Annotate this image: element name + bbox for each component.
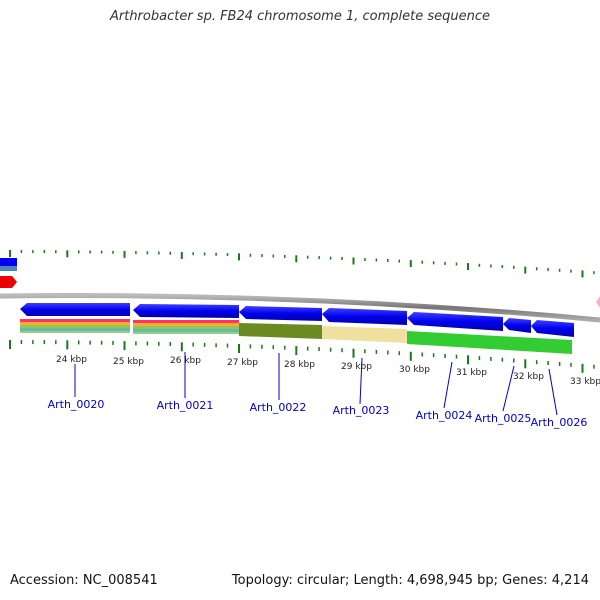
ruler-label: 30 kbp bbox=[399, 365, 430, 375]
gene-label-arth-0026[interactable]: Arth_0026 bbox=[531, 416, 588, 429]
ruler-label: 32 kbp bbox=[513, 372, 544, 382]
cds-arrow-3 bbox=[239, 306, 322, 321]
tan-band bbox=[322, 326, 407, 343]
cds-arrow-7 bbox=[531, 320, 574, 337]
cds-edge-red bbox=[0, 276, 17, 288]
cds-arrow-1 bbox=[20, 303, 130, 316]
inner-tick-row bbox=[9, 340, 595, 373]
gene-label-arth-0024[interactable]: Arth_0024 bbox=[416, 409, 473, 422]
cds-arrow-6 bbox=[503, 318, 531, 333]
olive-band bbox=[239, 323, 322, 339]
feature-edge-pink bbox=[596, 296, 600, 308]
cds-arrow-2 bbox=[133, 304, 239, 318]
ruler-label: 31 kbp bbox=[456, 368, 487, 378]
ruler-label: 24 kbp bbox=[56, 355, 87, 365]
accession-text: Accession: NC_008541 bbox=[10, 573, 158, 588]
backbone-circle bbox=[0, 293, 600, 323]
cds-edge-blue bbox=[0, 258, 17, 266]
map-title: Arthrobacter sp. FB24 chromosome 1, comp… bbox=[109, 9, 491, 24]
ruler-label: 25 kbp bbox=[113, 357, 144, 367]
gene-label-arth-0025[interactable]: Arth_0025 bbox=[475, 412, 532, 425]
gene-label-arth-0022[interactable]: Arth_0022 bbox=[250, 401, 307, 414]
ruler-labels: 24 kbp 25 kbp 26 kbp 27 kbp 28 kbp 29 kb… bbox=[56, 355, 600, 387]
ruler-label: 33 kbp bbox=[570, 377, 600, 387]
gene-label-arth-0020[interactable]: Arth_0020 bbox=[48, 398, 105, 411]
analysis-band-group-2 bbox=[133, 320, 239, 334]
topology-text: Topology: circular; Length: 4,698,945 bp… bbox=[231, 573, 589, 588]
cds-edge-steelblue bbox=[0, 266, 17, 271]
gene-label-arth-0023[interactable]: Arth_0023 bbox=[333, 404, 390, 417]
ruler-label: 29 kbp bbox=[341, 362, 372, 372]
gene-label-arth-0021[interactable]: Arth_0021 bbox=[157, 399, 214, 412]
outer-tick-row bbox=[9, 250, 595, 278]
cds-arrow-5 bbox=[407, 312, 503, 331]
green-band bbox=[407, 331, 572, 354]
analysis-band-group-1 bbox=[20, 319, 130, 333]
ruler-label: 26 kbp bbox=[170, 356, 201, 366]
gene-label-lines bbox=[74, 352, 558, 416]
cds-arrow-4 bbox=[322, 308, 407, 325]
ruler-label: 27 kbp bbox=[227, 358, 258, 368]
ruler-label: 28 kbp bbox=[284, 360, 315, 370]
gene-labels: Arth_0020 Arth_0021 Arth_0022 Arth_0023 … bbox=[48, 398, 588, 429]
